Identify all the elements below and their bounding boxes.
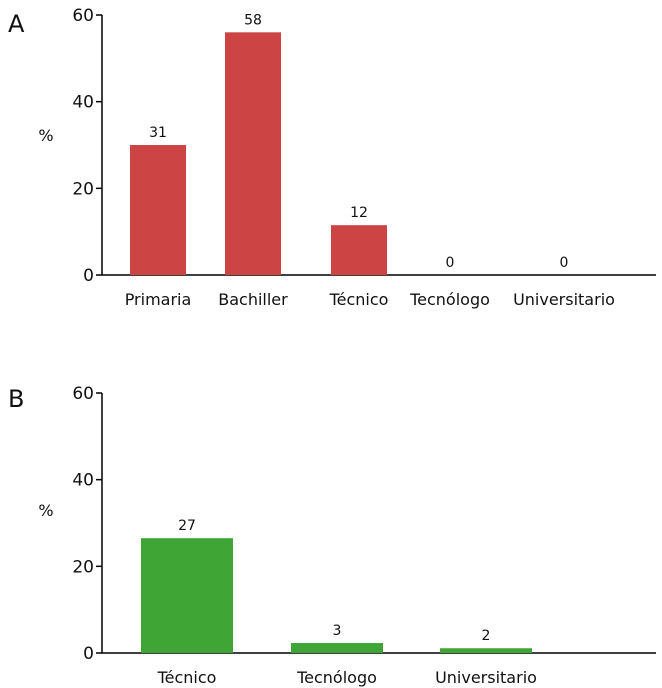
bar-a	[130, 145, 186, 275]
y-tick-label-b: 60	[72, 384, 94, 404]
category-label-a: Tecnólogo	[409, 290, 490, 309]
category-label-b: Técnico	[157, 668, 217, 687]
y-tick-label-a: 60	[72, 6, 94, 26]
category-label-a: Técnico	[329, 290, 389, 309]
category-label-b: Tecnólogo	[296, 668, 377, 687]
bar-b	[291, 643, 383, 653]
y-tick-label-b: 0	[83, 644, 94, 664]
category-label-a: Universitario	[513, 290, 615, 309]
value-label-b: 27	[178, 518, 196, 534]
y-tick-label-b: 40	[72, 471, 94, 491]
bar-a	[331, 225, 387, 275]
y-tick-label-a: 40	[72, 93, 94, 113]
value-label-b: 3	[333, 623, 342, 639]
category-label-a: Primaria	[125, 290, 192, 309]
value-label-a: 31	[149, 125, 167, 141]
y-tick-label-a: 20	[72, 179, 94, 199]
category-label-a: Bachiller	[218, 290, 288, 309]
value-label-a: 58	[244, 12, 262, 28]
value-label-b: 2	[482, 628, 491, 644]
bar-b	[141, 538, 233, 653]
y-axis-label-a: %	[38, 126, 53, 145]
bar-b	[440, 648, 532, 653]
category-label-b: Universitario	[435, 668, 537, 687]
value-label-a: 0	[446, 255, 455, 271]
value-label-a: 0	[560, 255, 569, 271]
y-axis-label-b: %	[38, 501, 53, 520]
y-tick-label-b: 20	[72, 557, 94, 577]
panel-label-b: B	[8, 385, 24, 413]
value-label-a: 12	[350, 205, 368, 221]
bar-a	[225, 32, 281, 276]
y-tick-label-a: 0	[83, 266, 94, 286]
panel-label-a: A	[8, 10, 25, 38]
